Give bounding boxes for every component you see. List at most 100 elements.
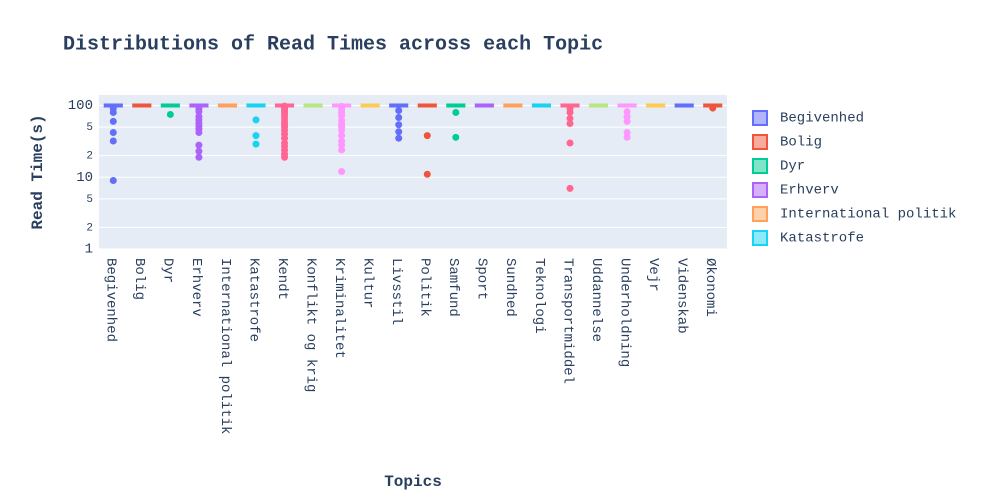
outlier-point	[623, 129, 631, 137]
outlier-point	[566, 108, 574, 116]
x-tick-label: Økonomi	[702, 258, 718, 317]
x-tick-label: Erhverv	[188, 258, 204, 317]
legend-swatch	[753, 279, 767, 293]
legend-swatch	[752, 206, 768, 222]
outlier-point	[166, 110, 174, 118]
outlier-point	[252, 132, 260, 140]
legend-swatch	[753, 255, 767, 269]
outlier-point	[395, 134, 403, 142]
outlier-point	[109, 137, 117, 145]
legend-label: Konflikt og krig	[780, 279, 914, 295]
x-tick-label: Kriminalitet	[331, 258, 347, 359]
x-tick-label: Uddannelse	[588, 258, 604, 342]
outlier-point	[395, 121, 403, 129]
outlier-point	[423, 132, 431, 140]
legend-swatch	[752, 182, 768, 198]
x-axis-title: Topics	[384, 473, 442, 491]
legend-label: Transportmiddel	[780, 495, 906, 500]
outlier-point	[423, 170, 431, 178]
legend-label: Katastrofe	[780, 231, 864, 247]
outlier-point	[623, 133, 631, 141]
legend-swatch	[753, 471, 767, 485]
x-tick-label: Begivenhed	[103, 258, 119, 342]
outlier-point	[566, 120, 574, 128]
outlier-point	[709, 104, 717, 112]
legend-label: Dyr	[780, 159, 805, 175]
legend-label: Kultur	[780, 327, 830, 343]
legend-swatch	[753, 351, 767, 365]
legend-swatch	[752, 134, 768, 150]
outlier-point	[338, 132, 346, 140]
legend-swatch	[753, 495, 767, 500]
outlier-point	[252, 116, 260, 124]
legend-swatch	[753, 327, 767, 341]
outlier-point	[109, 129, 117, 137]
outlier-point	[566, 139, 574, 147]
legend-label: Kriminalitet	[780, 303, 881, 319]
chart-title: Distributions of Read Times across each …	[63, 33, 603, 56]
legend-label: Erhverv	[780, 183, 839, 199]
outlier-point	[109, 177, 117, 185]
outlier-point	[395, 107, 403, 115]
outlier-point	[109, 108, 117, 116]
outlier-point	[195, 153, 203, 161]
legend-label: Kendt	[780, 255, 822, 271]
outlier-point	[452, 133, 460, 141]
outlier-point	[566, 114, 574, 122]
x-tick-label: Vejr	[645, 258, 661, 292]
outlier-point	[623, 108, 631, 116]
legend-label: Sundhed	[780, 447, 839, 463]
legend-swatch	[752, 230, 768, 246]
legend: Begivenhed Bolig Dyr Erhverv International p…	[752, 110, 956, 500]
x-tick-label: Videnskab	[673, 258, 689, 334]
legend-label: Begivenhed	[780, 111, 864, 127]
x-tick-label: Sundhed	[502, 258, 518, 317]
x-tick-label: Samfund	[445, 258, 461, 317]
legend-swatch	[752, 110, 768, 126]
outlier-point	[195, 129, 203, 137]
y-tick-label: 5	[86, 194, 93, 206]
legend-label: Sport	[780, 423, 822, 439]
y-tick-label: 2	[86, 222, 93, 234]
outlier-point	[281, 134, 289, 142]
x-tick-label: Teknologi	[531, 258, 547, 334]
y-tick-label: 2	[86, 151, 93, 163]
x-tick-label: Dyr	[160, 258, 176, 283]
outlier-point	[338, 168, 346, 176]
outlier-point	[566, 184, 574, 192]
x-tick-label: Konflikt og krig	[302, 258, 318, 392]
legend-label: Teknologi	[780, 471, 856, 487]
y-tick-label: 10	[76, 170, 93, 186]
outlier-point	[623, 113, 631, 121]
legend-swatch	[753, 375, 767, 389]
x-tick-label: International politik	[217, 258, 233, 434]
outlier-point	[338, 126, 346, 134]
outlier-point	[109, 117, 117, 125]
legend-label: Bolig	[780, 135, 822, 151]
outlier-point	[195, 147, 203, 155]
x-tick-label: Politik	[417, 258, 433, 317]
outlier-point	[452, 108, 460, 116]
x-tick-label: Underholdning	[616, 258, 632, 367]
legend-label: Livsstil	[780, 351, 847, 367]
x-tick-label: Katastrofe	[245, 258, 261, 342]
x-tick-label: Sport	[474, 258, 490, 300]
x-tick-label: Livsstil	[388, 258, 404, 325]
legend-swatch	[753, 399, 767, 413]
outlier-point	[195, 141, 203, 149]
y-tick-label: 1	[85, 242, 93, 258]
y-axis-title: Read Time(s)	[29, 114, 47, 229]
plot-area	[99, 95, 727, 249]
outlier-point	[252, 140, 260, 148]
legend-swatch	[753, 423, 767, 437]
outlier-point	[195, 108, 203, 116]
outlier-point	[395, 128, 403, 136]
legend-swatch	[753, 303, 767, 317]
legend-label: International politik	[780, 207, 956, 223]
outlier-point	[281, 153, 289, 161]
outlier-point	[338, 146, 346, 154]
outlier-point	[395, 114, 403, 122]
x-tick-label: Transportmiddel	[559, 258, 575, 384]
legend-label: Samfund	[780, 399, 839, 415]
legend-swatch	[752, 158, 768, 174]
